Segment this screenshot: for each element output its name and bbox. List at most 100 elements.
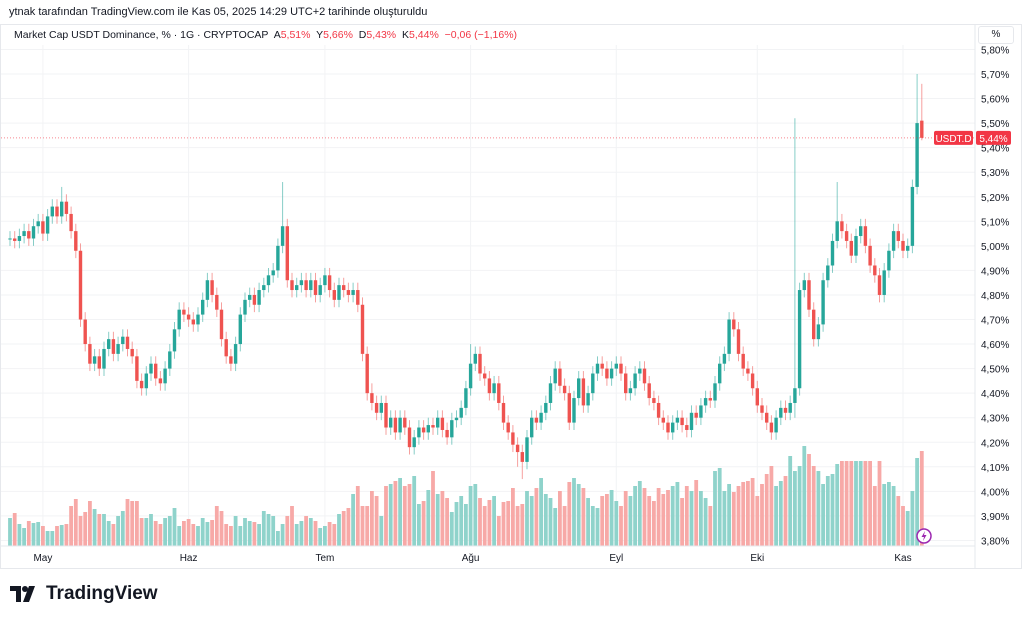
candle <box>666 415 670 440</box>
y-tick-label: 4,60% <box>981 340 1009 351</box>
last-price-tag: USDT.D 5,44% <box>1 130 1011 544</box>
volume-bar <box>520 504 525 546</box>
candle-body <box>920 120 924 138</box>
volume-bar <box>478 498 482 546</box>
volume-bar <box>830 474 835 546</box>
candle <box>652 390 656 411</box>
volume-bar <box>435 494 440 546</box>
candle-body <box>755 388 759 406</box>
volume-bar <box>149 514 153 546</box>
candle <box>722 346 727 372</box>
candle-body <box>92 356 97 364</box>
candle-body <box>280 226 285 246</box>
candle <box>440 410 445 438</box>
candle <box>379 395 383 421</box>
candle-body <box>238 314 242 345</box>
candle-body <box>389 417 393 428</box>
volume-bar <box>670 486 675 546</box>
volume-bar <box>666 490 670 546</box>
candle <box>868 238 872 273</box>
candle-body <box>8 238 12 240</box>
volume-bar <box>492 496 496 546</box>
volume-bar <box>482 506 487 546</box>
candle <box>304 272 308 298</box>
volume-bar <box>266 514 271 546</box>
candle-body <box>812 309 816 340</box>
candle <box>896 223 900 249</box>
volume-bar <box>17 524 22 546</box>
candle <box>661 410 665 430</box>
volume-bar <box>69 506 73 546</box>
candle-body <box>337 285 341 300</box>
volume-bar <box>257 524 261 546</box>
candle-body <box>229 356 233 364</box>
volume-bar <box>637 481 642 546</box>
candle-body <box>774 417 778 433</box>
candle-body <box>299 280 304 286</box>
candle <box>694 405 698 426</box>
y-tick-label: 4,70% <box>981 316 1009 327</box>
candle-body <box>450 420 454 438</box>
candle-body <box>64 201 69 214</box>
candle <box>276 238 280 278</box>
candle-body <box>638 368 642 374</box>
candle <box>248 287 252 308</box>
candle <box>642 361 647 391</box>
volume-bar <box>55 526 59 546</box>
candle <box>671 415 675 440</box>
candle <box>332 282 336 308</box>
volume-bar <box>919 451 924 546</box>
open-label: A <box>273 29 281 41</box>
candle <box>389 410 393 435</box>
candle-body <box>497 383 501 403</box>
volume-bar <box>769 466 774 546</box>
candle-body <box>891 231 896 251</box>
volume-bar <box>116 516 120 546</box>
candle-body <box>652 398 656 403</box>
volume-bar <box>576 484 581 546</box>
candle-body <box>31 226 36 239</box>
volume-bar <box>393 481 398 546</box>
candle <box>821 272 825 332</box>
candle <box>788 395 792 421</box>
volume-bar <box>421 501 426 546</box>
x-tick-label: Eki <box>750 553 764 564</box>
lightning-icon[interactable] <box>916 528 932 544</box>
candle-body <box>736 329 741 354</box>
candle <box>407 420 412 455</box>
symbol-title[interactable]: Market Cap USDT Dominance, % · 1G · CRYP… <box>14 29 269 41</box>
volume-bar <box>586 498 590 546</box>
candle-body <box>243 299 247 315</box>
candle-body <box>779 407 783 418</box>
candle-body <box>332 290 336 300</box>
volume-bar <box>78 516 83 546</box>
volume-bar <box>238 526 243 546</box>
candle-body <box>201 299 205 315</box>
candle-body <box>421 427 426 433</box>
tradingview-logo[interactable]: TradingView <box>10 583 158 605</box>
candle <box>295 277 299 298</box>
candle-body <box>374 402 379 413</box>
volume-bar <box>106 521 111 546</box>
candle-body <box>172 329 177 352</box>
volume-bar <box>219 511 224 546</box>
candle-body <box>661 417 665 423</box>
candle <box>816 317 821 347</box>
candle-body <box>713 383 717 401</box>
y-tick-label: 5,60% <box>981 95 1009 106</box>
candle <box>548 375 553 411</box>
candle-body <box>135 356 139 381</box>
candle <box>807 272 811 318</box>
volume-bar <box>854 461 858 546</box>
volume-bar <box>426 490 431 546</box>
candle <box>436 410 440 435</box>
volume-bar <box>581 488 586 546</box>
candle-body <box>765 412 769 423</box>
volume-bar <box>135 501 139 546</box>
volume-bar <box>365 506 370 546</box>
candle-body <box>45 216 50 234</box>
candle <box>525 429 529 470</box>
percent-scale-button[interactable]: % <box>978 26 1014 44</box>
candle-body <box>130 348 134 357</box>
